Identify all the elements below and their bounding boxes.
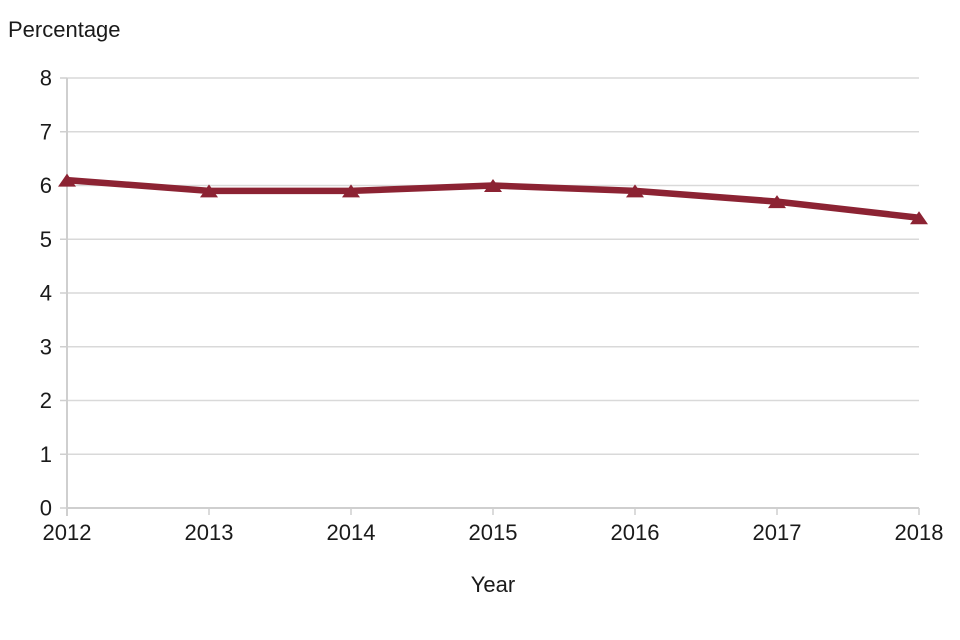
data-point-marker bbox=[768, 195, 786, 209]
y-tick-label: 5 bbox=[40, 227, 52, 252]
y-tick-label: 2 bbox=[40, 388, 52, 413]
y-tick-label: 6 bbox=[40, 173, 52, 198]
data-point-marker bbox=[484, 179, 502, 192]
x-tick-label: 2015 bbox=[469, 520, 518, 545]
x-tick-label: 2018 bbox=[895, 520, 944, 545]
y-tick-label: 3 bbox=[40, 334, 52, 359]
data-point-marker bbox=[910, 211, 928, 225]
x-tick-label: 2017 bbox=[753, 520, 802, 545]
y-axis-title: Percentage bbox=[8, 17, 121, 42]
y-tick-label: 7 bbox=[40, 119, 52, 144]
data-point-marker bbox=[58, 173, 76, 187]
y-tick-label: 1 bbox=[40, 442, 52, 467]
data-point-marker bbox=[342, 184, 360, 198]
y-tick-label: 0 bbox=[40, 496, 52, 521]
y-tick-label: 4 bbox=[40, 281, 52, 306]
x-tick-label: 2012 bbox=[43, 520, 92, 545]
x-tick-label: 2016 bbox=[611, 520, 660, 545]
data-point-marker bbox=[626, 184, 644, 198]
x-tick-label: 2013 bbox=[185, 520, 234, 545]
x-tick-label: 2014 bbox=[327, 520, 376, 545]
data-point-marker bbox=[200, 184, 218, 198]
x-axis-title: Year bbox=[470, 572, 516, 597]
y-tick-label: 8 bbox=[40, 66, 52, 91]
